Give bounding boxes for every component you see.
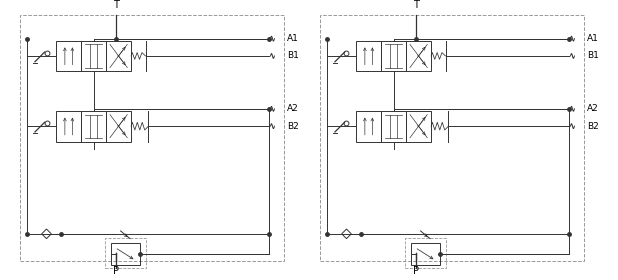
- Text: A1: A1: [587, 34, 599, 43]
- Text: A2: A2: [287, 104, 298, 113]
- Text: P: P: [112, 265, 119, 276]
- Bar: [381, 41, 406, 71]
- Text: B1: B1: [287, 52, 298, 60]
- Bar: [81, 41, 106, 71]
- Bar: [81, 111, 106, 141]
- Text: B2: B2: [287, 122, 298, 131]
- Bar: [20, 15, 284, 261]
- Bar: [56, 111, 81, 141]
- Bar: [105, 238, 145, 269]
- Text: T: T: [413, 0, 418, 10]
- Text: T: T: [113, 0, 119, 10]
- Bar: [405, 238, 446, 269]
- Bar: [111, 244, 140, 265]
- Bar: [320, 15, 584, 261]
- Text: A2: A2: [587, 104, 599, 113]
- Bar: [56, 41, 81, 71]
- Bar: [406, 41, 431, 71]
- Text: P: P: [413, 265, 419, 276]
- Bar: [356, 111, 381, 141]
- Text: A1: A1: [287, 34, 298, 43]
- Bar: [411, 244, 440, 265]
- Text: B1: B1: [587, 52, 599, 60]
- Bar: [356, 41, 381, 71]
- Text: B2: B2: [587, 122, 599, 131]
- Bar: [106, 41, 131, 71]
- Bar: [381, 111, 406, 141]
- Bar: [406, 111, 431, 141]
- Bar: [106, 111, 131, 141]
